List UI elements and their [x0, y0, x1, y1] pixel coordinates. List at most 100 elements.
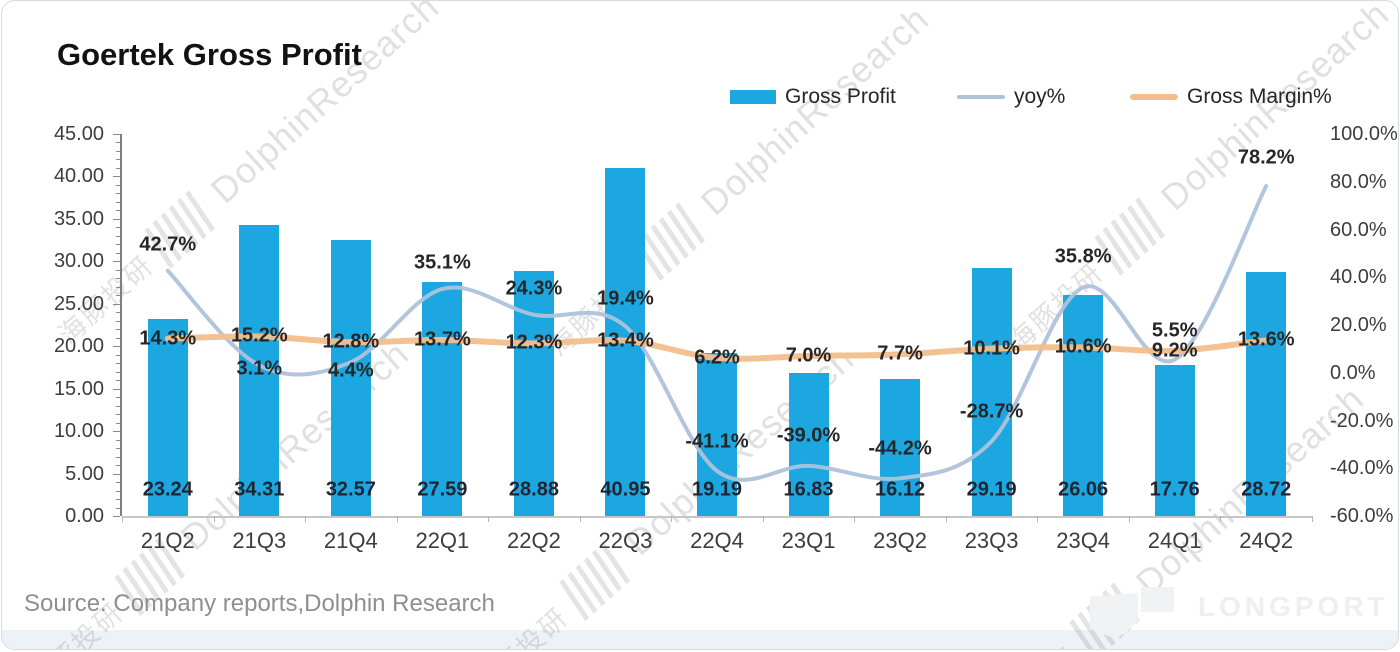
gross-margin-data-label: 13.7%	[414, 328, 471, 351]
y-axis-tick-mark	[116, 295, 120, 297]
yoy-data-label: 35.1%	[414, 251, 471, 274]
gross-margin-data-label: 7.0%	[785, 344, 832, 367]
y-axis-tick-label: 25.00	[53, 292, 104, 315]
x-axis-label: 23Q1	[781, 528, 836, 553]
legend-swatch	[957, 95, 1005, 99]
x-axis-tick-mark	[122, 516, 123, 522]
y-axis-tick-mark	[113, 218, 120, 220]
gross-margin-data-label: 9.2%	[1151, 339, 1198, 362]
y-axis-tick-mark	[116, 329, 120, 331]
y-axis-tick-mark	[116, 354, 120, 356]
legend-label: yoy%	[1014, 85, 1066, 108]
x-axis-tick-mark	[579, 516, 581, 522]
bar-value-label: 34.31	[234, 478, 285, 501]
watermark-hatch-icon	[634, 198, 710, 281]
bar-value-label: 16.12	[875, 478, 926, 501]
gross-margin-data-label: 12.3%	[505, 331, 563, 354]
yoy-data-label: 3.1%	[236, 357, 283, 380]
y-axis-tick-mark	[116, 456, 120, 458]
yoy-data-label: 35.8%	[1054, 245, 1112, 268]
legend-label: Gross Profit	[785, 85, 896, 108]
right-axis-tick-label: -40.0%	[1330, 457, 1394, 480]
x-axis-tick-mark	[945, 516, 947, 522]
y-axis-tick-label: 15.00	[53, 377, 104, 400]
chart-title: Goertek Gross Profit	[57, 37, 362, 72]
y-axis-tick-mark	[116, 210, 120, 212]
legend-label: Gross Margin%	[1187, 85, 1332, 108]
gross-margin-data-label: 14.3%	[139, 327, 197, 350]
bar-value-label: 28.72	[1241, 478, 1292, 501]
x-axis-label: 22Q3	[598, 528, 653, 553]
x-axis-label: 23Q2	[873, 528, 927, 553]
y-axis-tick-mark	[116, 337, 120, 339]
right-axis-tick-label: 20.0%	[1330, 314, 1387, 336]
x-axis-label: 24Q2	[1239, 528, 1294, 553]
y-axis-tick-mark	[116, 507, 120, 509]
watermark-hatch-icon	[144, 186, 220, 269]
yoy-data-label: -39.0%	[776, 424, 841, 447]
y-axis-tick-mark	[116, 159, 120, 161]
x-axis-tick-mark	[1128, 516, 1130, 522]
y-axis-tick-mark	[116, 278, 120, 280]
bar-value-label: 40.95	[600, 478, 651, 501]
y-axis-tick-label: 40.00	[53, 165, 104, 188]
y-axis-tick-mark	[116, 227, 120, 229]
y-axis-tick-mark	[116, 235, 120, 237]
y-axis-tick-mark	[116, 499, 120, 501]
x-axis-label: 21Q4	[323, 528, 378, 553]
x-axis-tick-mark	[396, 516, 398, 522]
bar-value-label: 19.19	[691, 478, 743, 501]
x-axis-tick-mark	[1312, 516, 1313, 522]
bar-value-label: 23.24	[142, 478, 193, 501]
yoy-data-label: 19.4%	[597, 287, 654, 310]
yoy-data-label: 78.2%	[1237, 146, 1295, 169]
gross-margin-data-label: 10.1%	[963, 337, 1020, 360]
legend-swatch	[730, 90, 776, 104]
y-axis-tick-mark	[113, 473, 120, 475]
bar-value-label: 17.76	[1149, 478, 1200, 501]
y-axis-tick-mark	[116, 142, 120, 144]
y-axis-tick-mark	[116, 286, 120, 288]
y-axis-tick-label: 10.00	[53, 420, 104, 443]
x-axis-label: 23Q4	[1056, 528, 1111, 553]
bottom-strip	[2, 630, 1398, 649]
longport-logo-icon	[1090, 583, 1178, 641]
x-axis-tick-mark	[854, 516, 856, 522]
gross-margin-data-label: 15.2%	[230, 324, 288, 347]
x-axis-label: 23Q3	[964, 528, 1019, 553]
flag-shape	[1090, 593, 1138, 639]
watermark-en-text: DolphinResearch	[172, 332, 417, 559]
y-axis-tick-mark	[113, 261, 120, 263]
right-axis-tick-label: -20.0%	[1330, 409, 1394, 432]
yoy-data-label: -28.7%	[959, 400, 1024, 423]
y-axis-tick-label: 30.00	[53, 250, 104, 273]
y-axis-tick-label: 5.00	[65, 462, 104, 485]
x-axis-tick-mark	[305, 516, 307, 522]
source-note: Source: Company reports,Dolphin Research	[24, 590, 495, 617]
y-axis-tick-mark	[116, 397, 120, 399]
y-axis-tick-mark	[116, 405, 120, 407]
y-axis-tick-mark	[113, 516, 120, 517]
right-axis-tick-label: 0.0%	[1330, 361, 1376, 384]
legend-item-gross-margin: Gross Margin%	[1130, 85, 1332, 109]
legend-item-yoy: yoy%	[957, 85, 1065, 109]
y-axis-line	[120, 134, 122, 516]
y-axis-tick-mark	[116, 269, 120, 271]
gross-margin-data-label: 7.7%	[877, 342, 923, 365]
gross-margin-data-label: 6.2%	[694, 346, 740, 369]
gross-margin-data-label: 13.6%	[1237, 328, 1295, 351]
y-axis-tick-mark	[116, 371, 120, 373]
legend-item-gross-profit: Gross Profit	[730, 85, 896, 109]
x-axis-label: 22Q2	[507, 528, 561, 553]
x-axis-tick-mark	[762, 516, 764, 522]
y-axis-tick-mark	[116, 244, 120, 246]
y-axis-tick-label: 45.00	[53, 123, 104, 145]
yoy-data-label: 24.3%	[505, 277, 563, 300]
watermark-en-text: DolphinResearch	[692, 0, 937, 224]
x-axis-line	[122, 516, 1312, 518]
y-axis-tick-mark	[116, 380, 120, 382]
y-axis-tick-mark	[116, 184, 120, 186]
gross-margin-data-label: 10.6%	[1054, 335, 1112, 358]
